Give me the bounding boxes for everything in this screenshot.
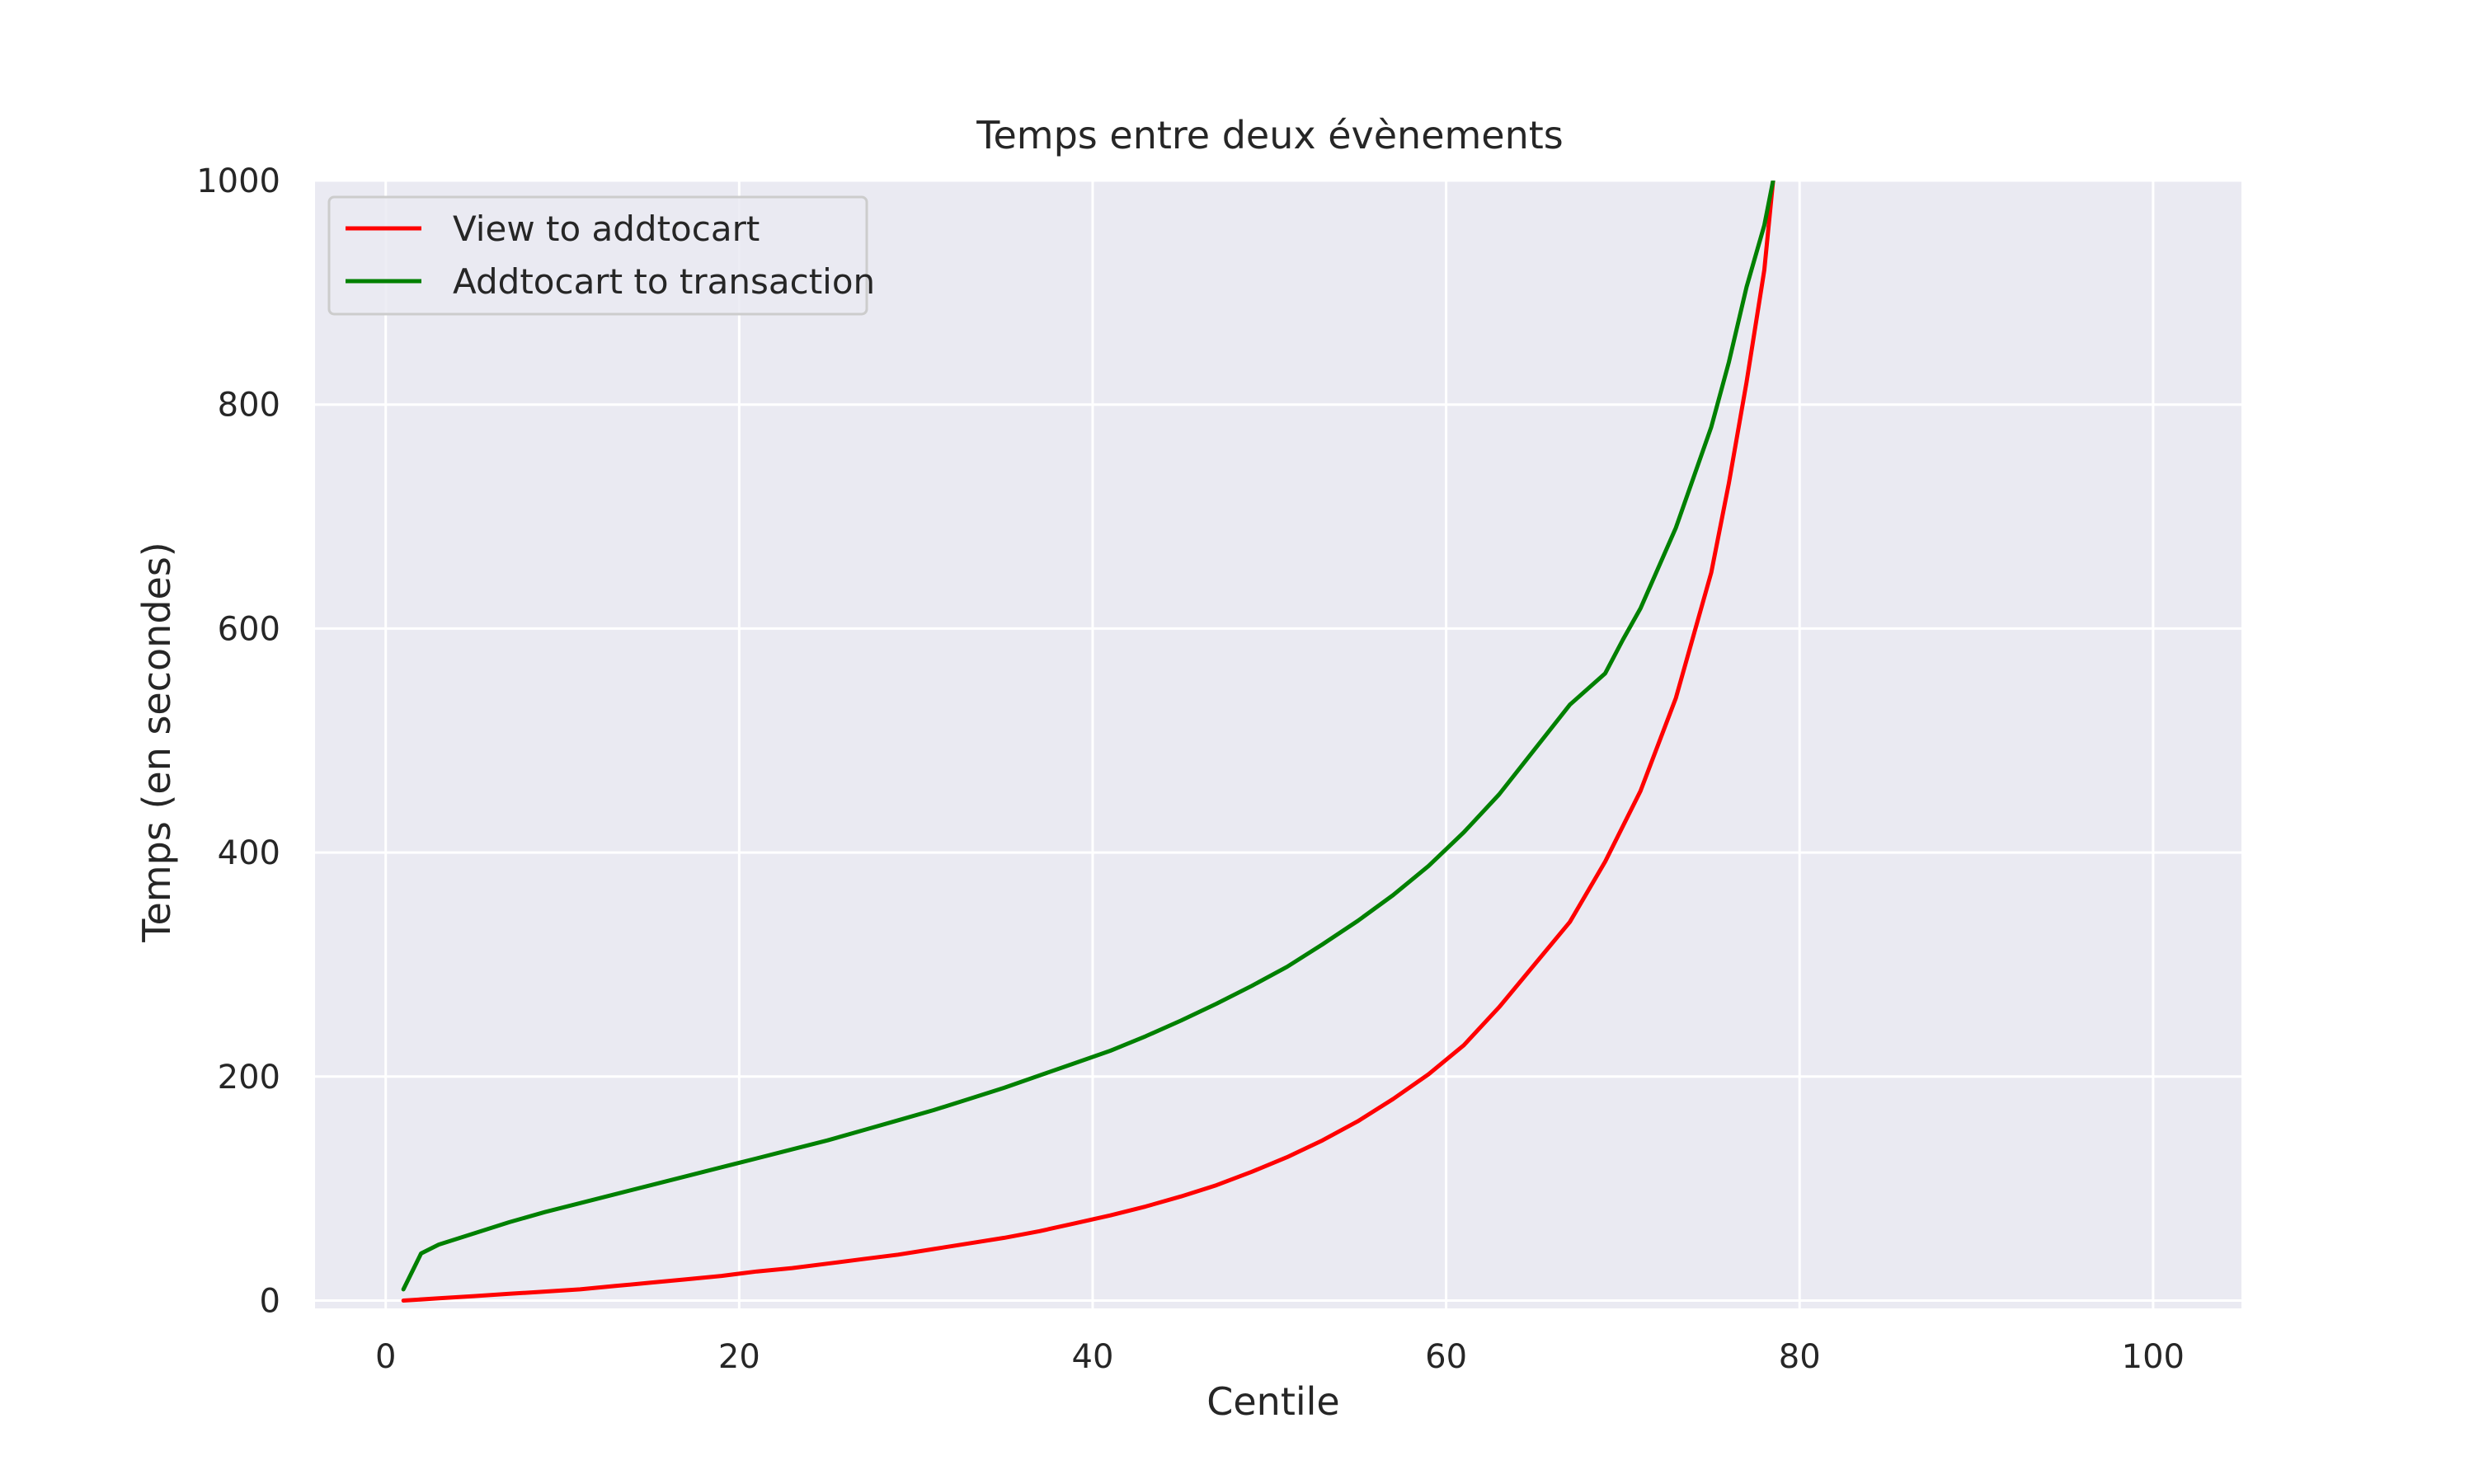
series-line-0 bbox=[401, 181, 1776, 1303]
y-tick-label: 1000 bbox=[196, 162, 280, 200]
y-axis-title: Temps (en secondes) bbox=[134, 542, 179, 942]
plot-area bbox=[315, 181, 2241, 1308]
chart-title: Temps entre deux évènements bbox=[976, 113, 1564, 157]
y-tick-label: 800 bbox=[218, 387, 280, 425]
legend-label-1: Addtocart to transaction bbox=[453, 261, 875, 302]
series-line-1 bbox=[401, 181, 1776, 1292]
x-tick-label: 20 bbox=[718, 1338, 760, 1376]
y-tick-label: 200 bbox=[218, 1059, 280, 1097]
x-axis-title: Centile bbox=[1206, 1379, 1339, 1424]
legend-label-0: View to addtocart bbox=[453, 209, 760, 249]
x-tick-label: 40 bbox=[1072, 1338, 1114, 1376]
legend-box bbox=[327, 195, 868, 316]
x-tick-label: 100 bbox=[2122, 1338, 2185, 1376]
x-tick-label: 60 bbox=[1425, 1338, 1467, 1376]
x-tick-label: 80 bbox=[1779, 1338, 1821, 1376]
y-tick-label: 600 bbox=[218, 610, 280, 648]
x-tick-label: 0 bbox=[375, 1338, 396, 1376]
y-tick-label: 0 bbox=[260, 1282, 280, 1320]
legend: View to addtocart Addtocart to transactio… bbox=[327, 195, 875, 316]
y-tick-label: 400 bbox=[218, 834, 280, 872]
